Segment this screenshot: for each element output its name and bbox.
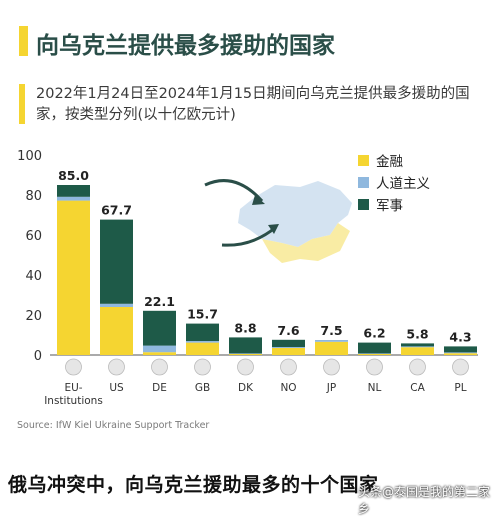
title-accent-bar: [19, 26, 28, 56]
bar-segment: [186, 323, 219, 341]
x-tick-label: PL: [454, 382, 466, 394]
bar-segment: [444, 346, 477, 353]
map-arrowhead-bottom-shape: [268, 224, 279, 234]
x-tick-label: GB: [195, 382, 210, 394]
bar-segment: [186, 341, 219, 343]
legend-label: 军事: [376, 198, 403, 214]
ukraine-map-top-shape: [238, 181, 352, 247]
bar-segment: [57, 196, 90, 201]
nl-flag-icon: [366, 358, 383, 376]
data-label: 6.2: [363, 326, 385, 341]
x-tick-label: DE: [152, 382, 167, 394]
no-flag-icon: [280, 358, 297, 376]
bar-segment: [143, 345, 176, 353]
data-label: 8.8: [234, 320, 256, 335]
data-label: 5.8: [406, 326, 428, 341]
footer-band: [0, 452, 500, 512]
data-label: 22.1: [144, 294, 175, 309]
map-arrowhead-top-shape: [252, 195, 265, 205]
pl-flag-icon: [452, 358, 469, 376]
bar-segment: [272, 347, 305, 348]
bar-segment: [358, 354, 391, 355]
x-tick-label: Institutions: [44, 395, 103, 407]
legend-label: 人道主义: [376, 176, 430, 192]
data-label: 7.5: [320, 323, 342, 338]
de-flag-icon: [151, 358, 168, 376]
legend-label: 金融: [376, 154, 403, 170]
subtitle-accent-bar: [19, 84, 25, 124]
bar-segment: [100, 219, 133, 304]
y-tick-label: 80: [25, 189, 42, 204]
dk-flag-icon: [237, 358, 254, 376]
bar-segment: [272, 339, 305, 347]
bar-segment: [100, 303, 133, 307]
y-tick-label: 40: [25, 269, 42, 284]
bar-segment: [57, 185, 90, 197]
bar-segment: [229, 353, 262, 354]
legend-swatch: [358, 155, 369, 166]
chart-title: 向乌克兰提供最多援助的国家: [36, 33, 335, 59]
data-label: 85.0: [58, 168, 89, 183]
legend-swatch: [358, 199, 369, 210]
legend-swatch: [358, 177, 369, 188]
y-tick-label: 20: [25, 309, 42, 324]
x-tick-label: CA: [410, 382, 425, 394]
data-label: 7.6: [277, 323, 299, 338]
y-tick-label: 0: [34, 349, 42, 364]
bar-segment: [229, 354, 262, 355]
bar-segment: [358, 353, 391, 354]
bar-segment: [401, 343, 434, 347]
bar-segment: [272, 348, 305, 355]
bar-segment: [444, 352, 477, 354]
stacked-bar-chart: 0 20 40 60 80 100 85.0 EU-Institutions 67.7 US 22.…: [17, 149, 478, 407]
jp-flag-icon: [323, 358, 340, 376]
bar-segment: [143, 310, 176, 346]
x-tick-label: EU-: [64, 382, 82, 394]
bar-segment: [315, 340, 348, 342]
data-label: 15.7: [187, 307, 218, 322]
bar-segment: [315, 341, 348, 355]
x-tick-label: NO: [280, 382, 296, 394]
x-tick-label: NL: [368, 382, 382, 394]
bar-segment: [57, 200, 90, 355]
footer-caption: 俄乌冲突中，向乌克兰援助最多的十个国家: [8, 474, 379, 496]
x-tick-label: JP: [326, 382, 336, 394]
data-label: 4.3: [449, 329, 471, 344]
us-flag-icon: [108, 358, 125, 376]
bar-segment: [401, 347, 434, 355]
bar-segment: [229, 337, 262, 354]
bar-segment: [401, 346, 434, 348]
eu-flag-icon: [65, 358, 82, 376]
y-tick-label: 60: [25, 229, 42, 244]
data-label: 67.7: [101, 203, 132, 218]
chart-subtitle: 2022年1月24日至2024年1月15日期间向乌克兰提供最多援助的国家，按类型…: [36, 86, 470, 123]
map-arrow-top-shape: [204, 179, 264, 203]
bar-segment: [143, 352, 176, 355]
bar-segment: [186, 342, 219, 355]
x-tick-label: US: [109, 382, 124, 394]
ca-flag-icon: [409, 358, 426, 376]
gb-flag-icon: [194, 358, 211, 376]
ukraine-map-bottom-shape: [262, 223, 350, 263]
y-tick-label: 100: [17, 149, 42, 164]
x-tick-label: DK: [238, 382, 254, 394]
source-note: Source: IfW Kiel Ukraine Support Tracker: [17, 420, 210, 431]
bar-segment: [444, 353, 477, 355]
bar-segment: [100, 307, 133, 355]
bar-segment: [358, 342, 391, 354]
